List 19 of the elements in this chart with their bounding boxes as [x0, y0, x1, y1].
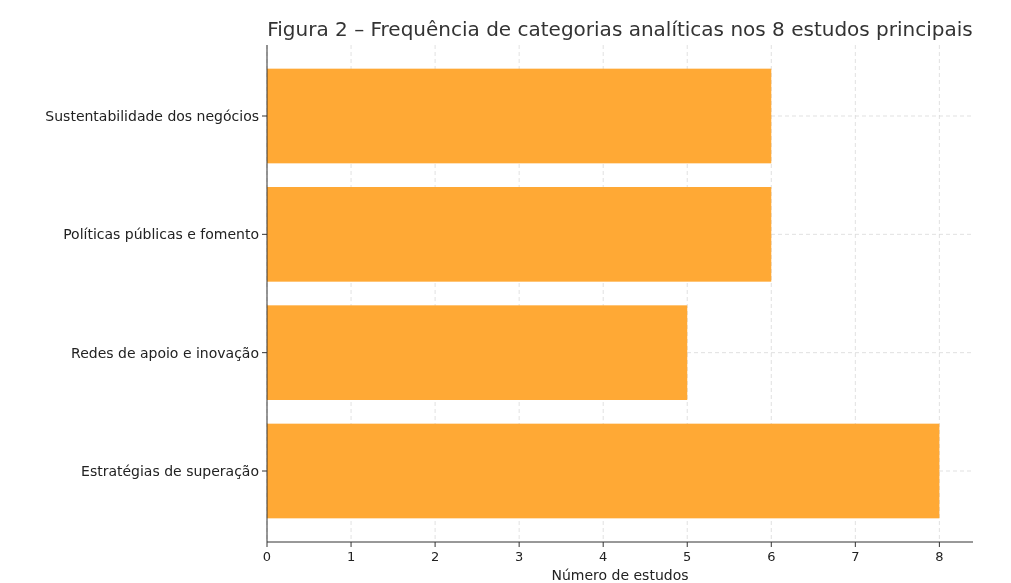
y-tick-label: Estratégias de superação [81, 462, 259, 479]
bar [267, 68, 772, 164]
bar [267, 423, 940, 519]
y-tick-label: Sustentabilidade dos negócios [45, 107, 259, 124]
x-tick-label: 6 [767, 549, 776, 564]
bar [267, 305, 688, 400]
y-tick-label: Redes de apoio e inovação [71, 344, 259, 361]
x-tick-label: 0 [262, 549, 272, 564]
x-tick-label: 7 [851, 549, 860, 564]
x-tick-label: 3 [515, 549, 524, 564]
x-tick-label: 8 [935, 549, 944, 564]
x-axis-title: Número de estudos [551, 567, 689, 583]
y-tick-label: Políticas públicas e fomento [63, 226, 259, 243]
x-tick-label: 1 [346, 549, 356, 564]
x-tick-label: 4 [599, 549, 608, 564]
x-tick-label: 2 [430, 549, 440, 564]
bar [267, 187, 772, 282]
x-tick-label: 5 [683, 549, 692, 564]
chart-title: Figura 2 – Frequência de categorias analíticas nos 8 estudos principais [267, 17, 973, 41]
